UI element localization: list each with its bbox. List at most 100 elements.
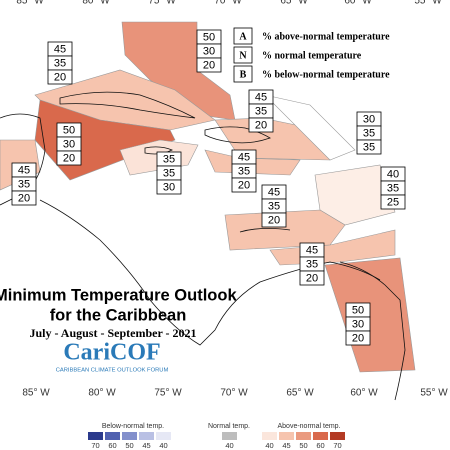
coastline [39,199,381,346]
key-box [233,46,253,64]
scale-cell [313,432,328,440]
scale-label: 40 [265,441,273,450]
scale-cell [105,432,120,440]
scale-cell [88,432,103,440]
coastline [144,146,173,155]
scale-title: Normal temp. [208,423,250,430]
scale-cell [122,432,137,440]
scale-label: 50 [125,441,133,450]
scale-label: 60 [316,441,324,450]
probability: 30 [352,318,364,330]
key-box [233,27,253,45]
box-cell [248,117,274,133]
longitude-label: 80° W [88,388,116,399]
longitude-label: 65° W [280,0,308,7]
scale-cell [279,432,294,440]
probability: 50 [203,31,215,43]
probability: 45 [238,151,250,163]
scale-label: 45 [142,441,150,450]
probability-box: 45 35 20 [47,41,73,85]
scale-cell [262,432,277,440]
probability: 20 [54,71,66,83]
probability: 20 [238,179,250,191]
scale-cell [330,432,345,440]
key-background [230,24,416,80]
scale-label: 40 [225,441,233,450]
probability: 35 [387,182,399,194]
probability: 45 [54,43,66,55]
probability: 20 [306,272,318,284]
longitude-label: 55° W [414,0,442,7]
scale-title: Above-normal temp. [277,423,340,430]
coastline [339,261,406,401]
probability: 35 [268,200,280,212]
coastline [239,228,291,233]
scale-label: 70 [333,441,341,450]
scale-cell [156,432,171,440]
probability: 50 [63,124,75,136]
probability: 35 [18,178,30,190]
probability: 50 [352,304,364,316]
key-letter: N [239,50,247,61]
box-cell [11,190,37,206]
probability: 35 [363,141,375,153]
box-cell [56,150,82,166]
probability: 35 [163,153,175,165]
region [264,94,356,161]
box-cell [356,139,382,155]
longitude-labels: 85° W 85° W 80° W 80° W 75° W 75° W 70° W 70° W… [16,0,448,399]
box-cell [299,270,325,286]
scale-label: 60 [108,441,116,450]
probability: 40 [387,168,399,180]
probability-box: 45 35 20 [261,184,287,228]
longitude-label: 65° W [286,388,314,399]
longitude-label: 85° W [22,388,50,399]
key-text: % below-normal temperature [262,69,390,80]
probability: 35 [306,258,318,270]
probability: 35 [238,165,250,177]
key: A % above-normal temperature N % normal tem… [230,24,416,83]
probability-box: 45 35 20 [248,89,274,133]
key-text: % normal temperature [262,50,362,61]
scale-cell [139,432,154,440]
coastline [59,91,196,119]
region [314,164,396,226]
probability: 30 [203,45,215,57]
probability-box: 50 30 20 [56,122,82,166]
coastline [204,126,271,144]
box-cell [231,177,257,193]
title: Minimum Temperature Outlook [0,286,237,304]
longitude-label: 75° W [148,0,176,7]
longitude-label: 55° W [420,388,448,399]
probability: 45 [268,186,280,198]
box-cell [380,194,406,210]
box-cell [196,57,222,73]
probability-box: 45 35 20 [11,162,37,206]
longitude-label: 80° W [82,0,110,7]
subtitle: for the Caribbean [50,306,187,324]
probability: 45 [306,244,318,256]
probability-box: 45 35 20 [299,242,325,286]
probability: 20 [203,59,215,71]
probability: 35 [163,167,175,179]
longitude-label: 60° W [350,388,378,399]
key-letter: A [239,31,247,42]
logo: CariCOF [63,340,160,366]
probability: 30 [163,181,175,193]
probability: 20 [63,152,75,164]
key-letter: B [240,69,247,80]
box-cell [47,69,73,85]
probability-box: 30 35 35 [356,111,382,155]
box-cell [261,212,287,228]
period: July - August - September - 2021 [29,326,196,340]
probability: 35 [363,127,375,139]
longitude-label: 70° W [220,388,248,399]
key-box [233,65,253,83]
logo-tagline: CARIBBEAN CLIMATE OUTLOOK FORUM [56,368,169,374]
longitude-label: 60° W [344,0,372,7]
probability: 20 [255,119,267,131]
scale-label: 50 [299,441,307,450]
scale-title: Below-normal temp. [102,423,164,430]
probability-box: 40 35 25 [380,166,406,210]
